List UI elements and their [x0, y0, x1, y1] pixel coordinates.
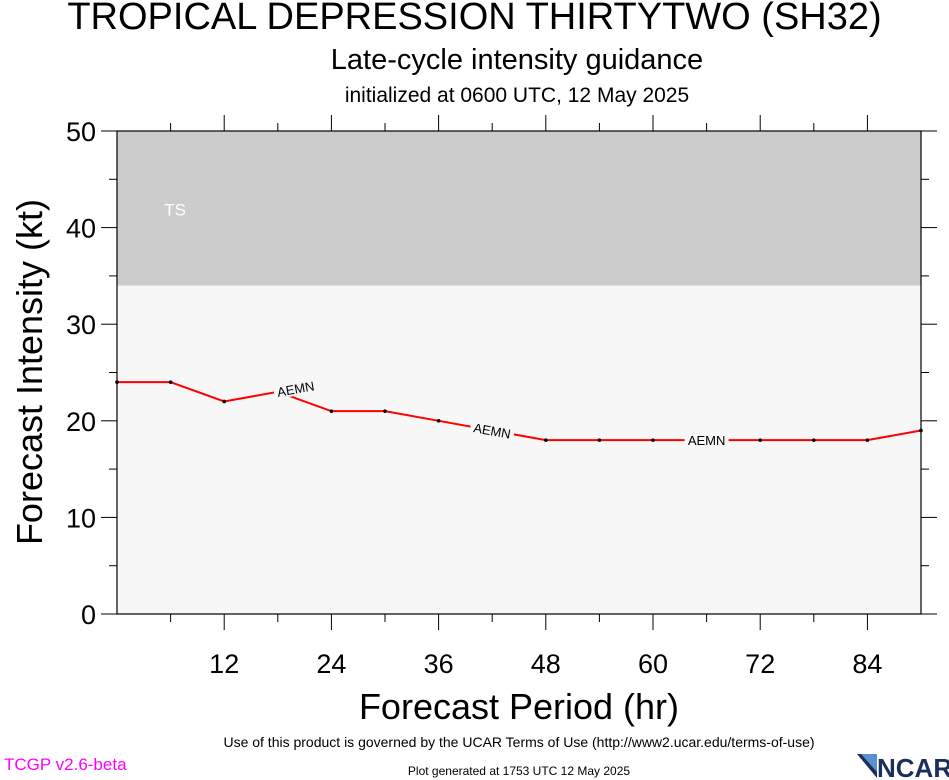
data-point: [597, 438, 602, 442]
data-point: [168, 380, 173, 384]
series-label: AEMN: [276, 378, 316, 399]
series-label-bg: [469, 419, 516, 442]
generated-timestamp: Plot generated at 1753 UTC 12 May 2025: [407, 764, 631, 778]
series-label: AEMN: [472, 420, 512, 441]
data-point: [544, 438, 548, 442]
x-tick-label: 72: [745, 649, 775, 679]
x-tick-label: 84: [852, 649, 882, 679]
data-point: [115, 380, 119, 384]
y-tick-label: 20: [66, 407, 96, 437]
series-label-bg: [684, 433, 729, 448]
x-tick-label: 24: [316, 649, 346, 679]
data-point: [758, 438, 762, 442]
x-tick-label: 48: [531, 649, 561, 679]
series-label: AEMN: [688, 433, 726, 448]
chart-title: TROPICAL DEPRESSION THIRTYTWO (SH32): [67, 0, 882, 38]
data-point: [436, 419, 441, 423]
ncar-logo-text: NCAR: [877, 753, 949, 780]
x-axis-label: Forecast Period (hr): [358, 686, 680, 727]
y-axis-label: Forecast Intensity (kt): [9, 198, 50, 546]
x-tick-label: 12: [209, 649, 239, 679]
terms-of-use-text: Use of this product is governed by the U…: [223, 734, 815, 750]
x-tick-label: 36: [424, 649, 454, 679]
data-point: [222, 399, 226, 404]
x-tick-label: 60: [638, 649, 668, 679]
band-ts: [117, 131, 921, 286]
ncar-logo: NCAR: [857, 753, 949, 780]
y-tick-label: 50: [66, 117, 96, 147]
data-point: [651, 438, 655, 442]
version-label: TCGP v2.6-beta: [4, 755, 127, 774]
band-label-ts: TS: [164, 200, 186, 219]
y-tick-label: 10: [66, 503, 96, 533]
ncar-logo-mark-accent: [861, 754, 877, 772]
chart-subtitle: Late-cycle intensity guidance: [330, 44, 704, 76]
data-point: [812, 438, 816, 442]
y-tick-label: 30: [66, 310, 96, 340]
data-point: [329, 409, 334, 413]
data-point: [383, 409, 387, 413]
data-point: [919, 428, 923, 433]
series-label-bg: [272, 377, 319, 400]
init-time-label: initialized at 0600 UTC, 12 May 2025: [344, 84, 690, 107]
y-tick-label: 40: [66, 214, 96, 244]
series-line-aemn: [117, 381, 922, 442]
data-point: [865, 438, 870, 442]
y-tick-label: 0: [81, 600, 96, 630]
